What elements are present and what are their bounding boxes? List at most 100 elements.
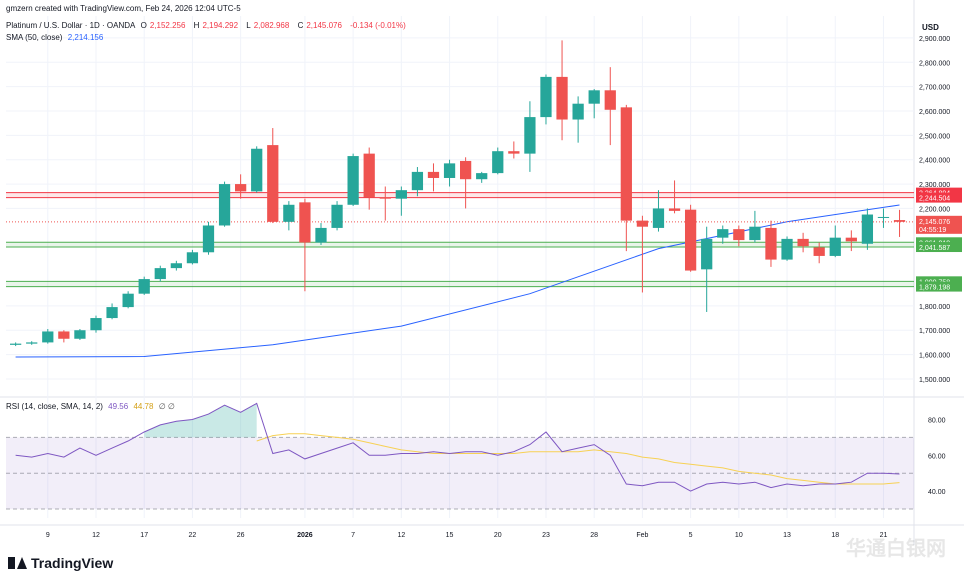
support-price-tag bbox=[916, 276, 962, 287]
candle-up bbox=[218, 184, 231, 226]
candle-down bbox=[58, 331, 70, 339]
candle-up bbox=[524, 117, 536, 154]
time-tick-label: 2026 bbox=[297, 532, 313, 539]
symbol-legend[interactable]: Platinum / U.S. Dollar · 1D · OANDA O 2,1… bbox=[6, 21, 409, 30]
support-zone bbox=[6, 281, 914, 287]
time-tick-label: 17 bbox=[140, 532, 148, 539]
price-tick-label: 2,500.000 bbox=[919, 133, 950, 140]
resistance-zone bbox=[6, 192, 914, 198]
currency-label: USD bbox=[922, 23, 939, 32]
rsi-line bbox=[15, 402, 900, 492]
candle-up bbox=[154, 268, 166, 280]
candle-up bbox=[331, 204, 343, 228]
candle-up bbox=[540, 76, 552, 118]
candle-up bbox=[652, 208, 665, 228]
chart-grid bbox=[0, 0, 964, 545]
time-tick-label: 28 bbox=[590, 532, 598, 539]
candle-up bbox=[202, 225, 215, 253]
tradingview-logo-text: TradingView bbox=[31, 555, 114, 571]
candle-up bbox=[717, 229, 729, 238]
candle-up bbox=[106, 307, 118, 319]
candle-down bbox=[668, 208, 681, 211]
support-price-tag bbox=[916, 281, 962, 292]
candle-up bbox=[411, 171, 424, 191]
candle-up bbox=[74, 330, 86, 339]
candle-up bbox=[251, 148, 263, 192]
candle-down bbox=[893, 220, 906, 222]
price-tick-label: 2,200.000 bbox=[919, 206, 950, 213]
candle-down bbox=[813, 247, 825, 256]
chart-credit: gmzern created with TradingView.com, Feb… bbox=[6, 4, 241, 13]
sma-label: SMA (50, close) bbox=[6, 33, 63, 42]
sma-value: 2,214.156 bbox=[67, 33, 104, 42]
open-label: O bbox=[140, 21, 147, 30]
price-tick-label: 2,600.000 bbox=[919, 109, 950, 116]
price-tick-label: 1,800.000 bbox=[919, 304, 950, 311]
candle-up bbox=[347, 156, 359, 205]
sma-line bbox=[15, 204, 900, 358]
time-tick-label: 21 bbox=[880, 532, 888, 539]
rsi-legend[interactable]: RSI (14, close, SMA, 14, 2) 49.56 44.78 … bbox=[6, 402, 178, 411]
rsi-indicator-panel bbox=[6, 402, 914, 510]
candle-up bbox=[861, 214, 874, 244]
candle-down bbox=[379, 197, 391, 199]
candle-down bbox=[508, 151, 520, 154]
candle-up bbox=[588, 90, 600, 104]
price-axis[interactable]: USD 2,900.000 2,800.000 2,700.000 2,600.000 2… bbox=[916, 23, 962, 496]
candle-up bbox=[42, 331, 54, 343]
candle-up bbox=[781, 238, 793, 260]
time-tick-label: 12 bbox=[397, 532, 405, 539]
time-tick-label: 13 bbox=[783, 532, 791, 539]
candle-up bbox=[877, 216, 890, 218]
rsi-label: RSI (14, close, SMA, 14, 2) bbox=[6, 402, 103, 411]
time-axis[interactable]: 9 12 17 22 26 2026 7 12 15 20 23 28 Feb 5 10 13 18 21 bbox=[46, 532, 888, 539]
time-tick-label: 18 bbox=[831, 532, 839, 539]
open-value: 2,152.256 bbox=[149, 21, 186, 30]
last-price-label: 2,145.076 bbox=[919, 219, 950, 226]
rsi-tick-label: 80.00 bbox=[928, 417, 946, 424]
candle-down bbox=[797, 238, 809, 247]
price-tick-label: 2,400.000 bbox=[919, 158, 950, 165]
candle-up bbox=[90, 318, 102, 331]
candle-down bbox=[363, 153, 375, 198]
candle-down bbox=[733, 229, 745, 241]
candle-down bbox=[556, 76, 568, 120]
support-zone bbox=[6, 242, 914, 248]
candlestick-series bbox=[10, 40, 906, 347]
price-tick-label: 2,700.000 bbox=[919, 85, 950, 92]
candle-up bbox=[749, 226, 761, 241]
candle-up bbox=[701, 238, 713, 270]
resistance-price-tag bbox=[916, 192, 962, 203]
candle-up bbox=[572, 103, 584, 120]
candle-up bbox=[186, 252, 199, 264]
rsi-tick-label: 40.00 bbox=[928, 489, 946, 496]
rsi-tick-label: 60.00 bbox=[928, 453, 946, 460]
support-price-label: 1,879.198 bbox=[919, 285, 950, 292]
candle-up bbox=[476, 173, 488, 180]
support-price-label: 2,041.587 bbox=[919, 245, 950, 252]
candle-up bbox=[492, 151, 504, 174]
high-value: 2,194.292 bbox=[202, 21, 239, 30]
candle-up bbox=[395, 190, 407, 199]
rsi-ma-line bbox=[256, 433, 900, 485]
time-tick-label: 20 bbox=[494, 532, 502, 539]
candle-up bbox=[443, 163, 456, 178]
time-tick-label: 5 bbox=[689, 532, 693, 539]
price-tick-label: 1,700.000 bbox=[919, 328, 950, 335]
candle-up bbox=[138, 279, 150, 294]
rsi-value: 49.56 bbox=[108, 402, 129, 411]
candle-down bbox=[845, 237, 857, 242]
candle-up bbox=[26, 342, 38, 344]
candle-down bbox=[235, 184, 247, 192]
support-price-tag bbox=[916, 242, 962, 253]
candle-up bbox=[829, 237, 841, 256]
sma-legend[interactable]: SMA (50, close) 2,214.156 bbox=[6, 33, 106, 42]
candle-up bbox=[10, 343, 22, 345]
time-tick-label: 22 bbox=[189, 532, 197, 539]
price-tick-label: 2,900.000 bbox=[919, 36, 950, 43]
change-value: -0.134 (-0.01%) bbox=[350, 21, 406, 30]
candle-down bbox=[604, 90, 616, 110]
candle-up bbox=[170, 263, 182, 269]
tradingview-logo[interactable]: TradingView bbox=[8, 555, 113, 571]
